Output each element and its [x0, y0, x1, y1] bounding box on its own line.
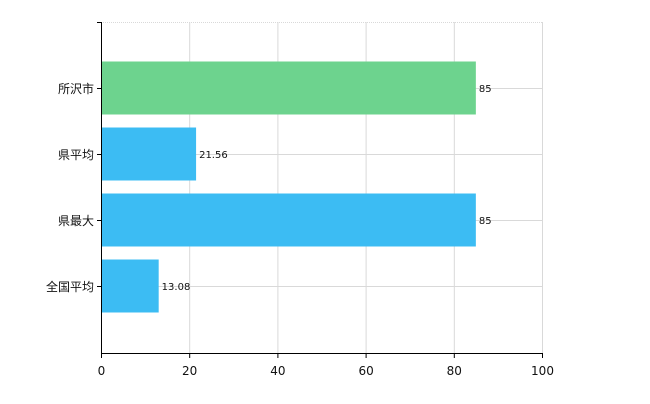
category-label: 県平均 — [58, 148, 94, 162]
category-label: 県最大 — [58, 214, 94, 228]
x-tick-label: 100 — [531, 364, 554, 378]
bar — [102, 259, 159, 313]
bar — [102, 61, 476, 115]
x-tick-label: 40 — [270, 364, 285, 378]
bar-value-label: 85 — [479, 216, 492, 227]
bar-value-label: 21.56 — [199, 150, 228, 161]
x-tick-label: 0 — [98, 364, 106, 378]
category-label: 所沢市 — [58, 81, 94, 96]
bar-layer — [102, 61, 476, 313]
x-tick-label: 60 — [358, 364, 373, 378]
axis-layer — [97, 22, 543, 358]
bar — [102, 127, 197, 181]
x-tick-label: 20 — [182, 364, 197, 378]
x-tick-label: 80 — [447, 364, 462, 378]
bar-value-label: 13.08 — [162, 282, 191, 293]
category-label: 全国平均 — [46, 279, 94, 294]
bar — [102, 193, 476, 247]
bar-value-label: 85 — [479, 84, 492, 95]
